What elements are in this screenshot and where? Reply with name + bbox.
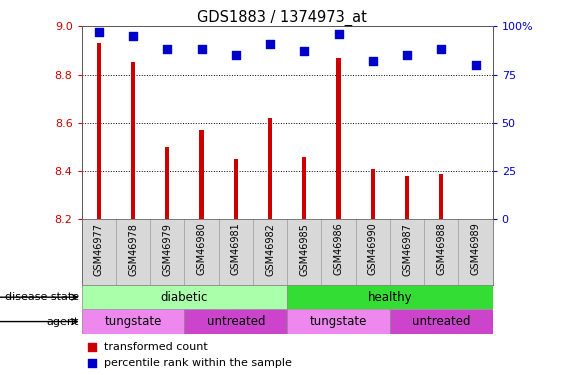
Text: untreated: untreated	[412, 315, 471, 328]
Bar	[287, 309, 390, 334]
Text: GSM46988: GSM46988	[436, 223, 446, 275]
Bar	[390, 309, 493, 334]
Bar	[370, 169, 375, 219]
Point	[87, 344, 96, 350]
Point	[87, 360, 96, 366]
Bar	[268, 118, 272, 219]
Bar	[131, 63, 135, 219]
Text: GSM46990: GSM46990	[368, 223, 378, 275]
Point	[231, 52, 240, 58]
Text: agent: agent	[46, 316, 79, 327]
Bar	[165, 147, 169, 219]
Text: GSM46978: GSM46978	[128, 223, 138, 276]
Point	[128, 33, 137, 39]
Text: GSM46986: GSM46986	[333, 223, 343, 275]
Bar	[439, 174, 443, 219]
Bar	[337, 58, 341, 219]
Text: GSM46982: GSM46982	[265, 223, 275, 276]
Bar	[199, 130, 204, 219]
Bar	[82, 309, 185, 334]
Text: GSM46989: GSM46989	[471, 223, 480, 275]
Text: GSM46985: GSM46985	[300, 223, 309, 276]
Text: percentile rank within the sample: percentile rank within the sample	[104, 358, 292, 368]
Point	[403, 52, 412, 58]
Bar	[405, 176, 409, 219]
Point	[471, 62, 480, 68]
Point	[368, 58, 377, 64]
Text: healthy: healthy	[368, 291, 412, 304]
Bar	[82, 285, 287, 309]
Text: GSM46977: GSM46977	[94, 223, 104, 276]
Text: disease state: disease state	[5, 292, 79, 302]
Text: GSM46981: GSM46981	[231, 223, 241, 275]
Point	[334, 31, 343, 37]
Point	[197, 46, 206, 53]
Text: GSM46980: GSM46980	[196, 223, 207, 275]
Text: tungstate: tungstate	[104, 315, 162, 328]
Point	[163, 46, 172, 53]
Bar	[97, 43, 101, 219]
Text: GDS1883 / 1374973_at: GDS1883 / 1374973_at	[196, 9, 367, 26]
Bar	[287, 285, 493, 309]
Bar	[234, 159, 238, 219]
Bar	[185, 309, 287, 334]
Text: diabetic: diabetic	[160, 291, 208, 304]
Point	[300, 48, 309, 54]
Point	[266, 40, 275, 46]
Bar	[302, 157, 306, 219]
Text: transformed count: transformed count	[104, 342, 208, 352]
Text: GSM46987: GSM46987	[402, 223, 412, 276]
Text: GSM46979: GSM46979	[162, 223, 172, 276]
Point	[94, 29, 103, 35]
Text: untreated: untreated	[207, 315, 265, 328]
Text: tungstate: tungstate	[310, 315, 367, 328]
Point	[437, 46, 446, 53]
